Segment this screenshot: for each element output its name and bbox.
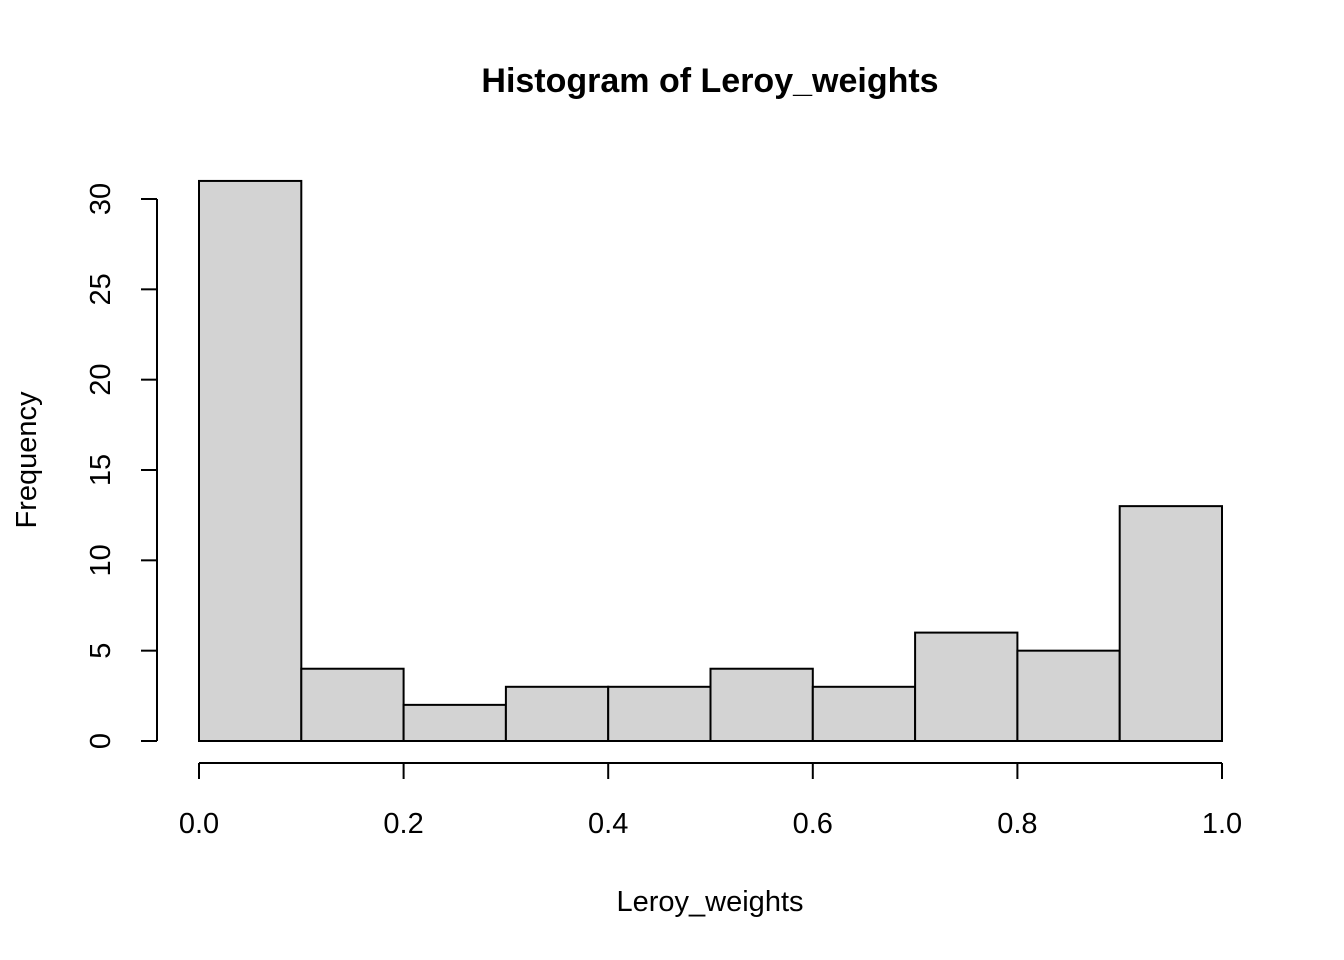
y-axis: 0 5 10 15 20 25 30 [85,183,158,749]
y-axis-label: Frequency [11,391,43,529]
histogram-bar-7 [811,685,917,742]
x-tick-label: 0.6 [793,808,833,840]
x-tick-label: 0.2 [383,808,423,840]
x-tick-label: 0.0 [179,808,219,840]
bars-group [198,179,1223,743]
x-axis-label: Leroy_weights [617,886,804,918]
y-tick-label: 25 [85,273,117,305]
histogram-bar-8 [914,631,1019,742]
histogram-bar-6 [709,667,814,743]
x-tick-label: 1.0 [1202,808,1242,840]
x-tick-label: 0.8 [997,808,1037,840]
y-tick-label: 0 [85,733,117,749]
y-tick-label: 30 [85,183,117,215]
histogram-bar-9 [1016,649,1121,743]
y-tick-label: 20 [85,364,117,396]
histogram-bar-5 [607,685,712,742]
chart-title: Histogram of Leroy_weights [481,62,938,100]
y-tick-label: 5 [85,643,117,659]
histogram-bar-2 [300,667,405,743]
x-tick-label: 0.4 [588,808,628,840]
histogram-bar-3 [402,703,507,742]
histogram-bar-1 [198,179,303,742]
y-tick-label: 10 [85,544,117,576]
histogram-bar-4 [504,685,610,742]
x-axis: 0.0 0.2 0.4 0.6 0.8 1.0 [179,762,1242,840]
histogram-bar-10 [1118,505,1223,742]
y-tick-label: 15 [85,454,117,486]
